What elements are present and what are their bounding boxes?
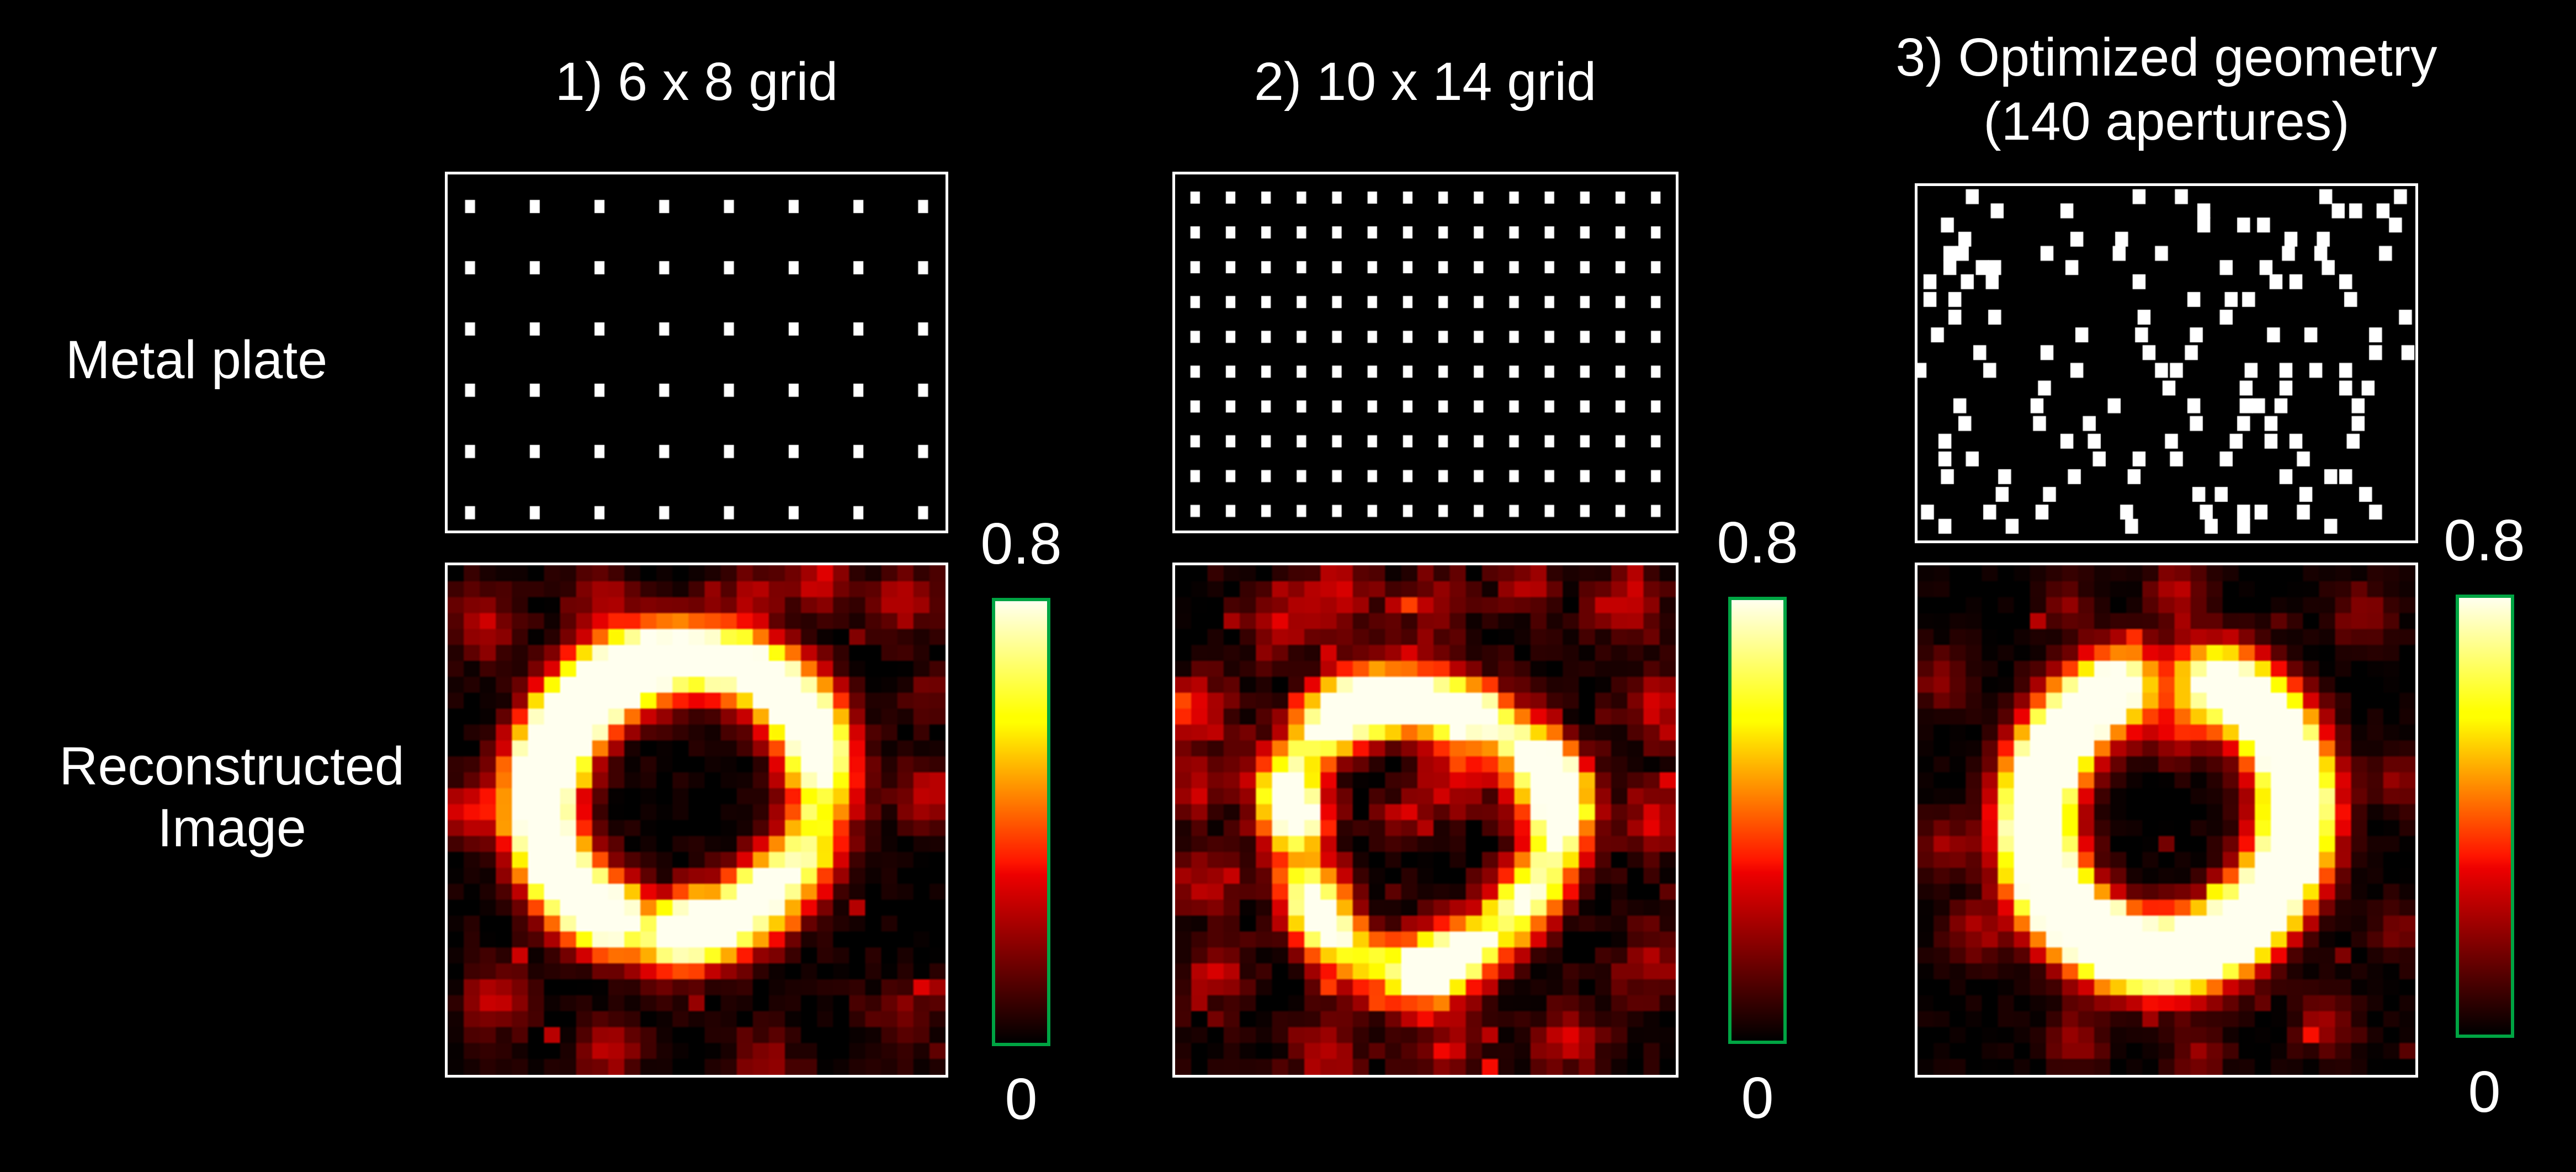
reconstructed-image-heatmap-3 xyxy=(1918,565,2415,1075)
colorbar-1 xyxy=(992,598,1050,1046)
row-label-reconstructed-line1: Reconstructed xyxy=(59,736,405,796)
reconstructed-image-heatmap-1 xyxy=(448,565,946,1075)
metal-plate-aperture-pattern-1 xyxy=(448,174,946,531)
column-title-1-line1: 1) 6 x 8 grid xyxy=(555,51,838,112)
column-title-3-line2: (140 apertures) xyxy=(1983,91,2350,151)
column-title-3: 3) Optimized geometry (140 apertures) xyxy=(1808,25,2525,153)
colorbar-min-label-2: 0 xyxy=(1741,1065,1774,1131)
colorbar-max-label-2: 0.8 xyxy=(1717,510,1798,575)
metal-plate-aperture-pattern-2 xyxy=(1175,174,1676,531)
column-title-1: 1) 6 x 8 grid xyxy=(393,50,1000,114)
colorbar-2 xyxy=(1728,597,1787,1044)
row-label-metal-plate: Metal plate xyxy=(65,330,328,390)
colorbar-gradient-2 xyxy=(1732,600,1783,1041)
colorbar-min-label-1: 0 xyxy=(1005,1067,1038,1132)
column-title-2: 2) 10 x 14 grid xyxy=(1122,50,1729,114)
colorbar-3 xyxy=(2456,595,2514,1038)
metal-plate-panel-2 xyxy=(1172,172,1679,533)
row-label-reconstructed: Reconstructed Image xyxy=(39,735,425,859)
colorbar-max-label-3: 0.8 xyxy=(2444,508,2525,573)
metal-plate-panel-3 xyxy=(1915,183,2418,543)
metal-plate-aperture-pattern-3 xyxy=(1918,186,2415,540)
colorbar-gradient-3 xyxy=(2459,598,2511,1035)
reconstructed-image-panel-3 xyxy=(1915,563,2418,1078)
metal-plate-panel-1 xyxy=(445,172,948,533)
reconstructed-image-panel-1 xyxy=(445,563,948,1078)
colorbar-min-label-3: 0 xyxy=(2468,1059,2501,1125)
colorbar-max-label-1: 0.8 xyxy=(980,511,1062,576)
reconstructed-image-panel-2 xyxy=(1172,563,1679,1078)
reconstructed-image-heatmap-2 xyxy=(1175,565,1676,1075)
row-label-reconstructed-line2: Image xyxy=(157,798,306,858)
column-title-2-line1: 2) 10 x 14 grid xyxy=(1254,51,1597,112)
colorbar-gradient-1 xyxy=(995,601,1047,1043)
column-title-3-line1: 3) Optimized geometry xyxy=(1895,27,2437,87)
